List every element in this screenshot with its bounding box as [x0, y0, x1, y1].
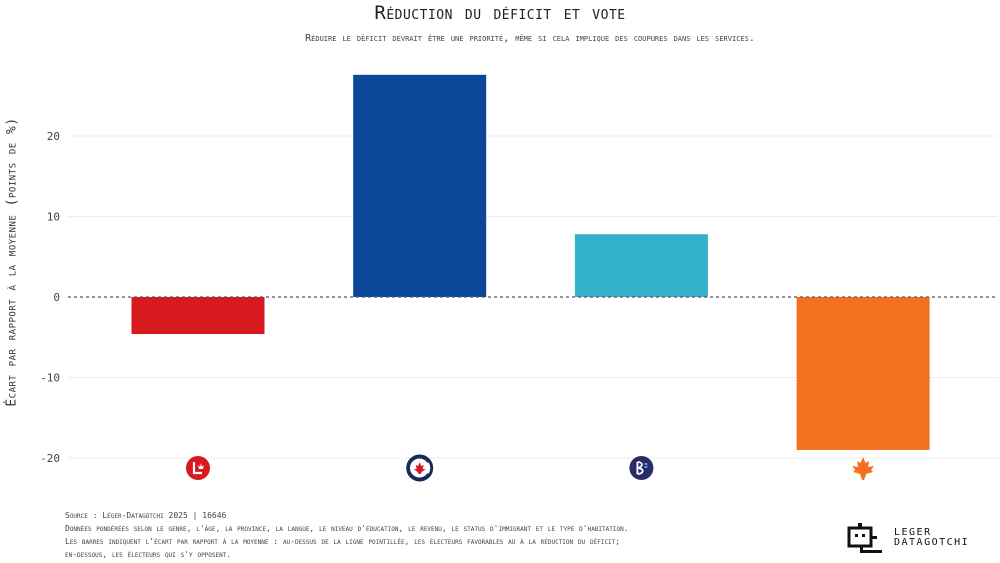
bar-bloc-qu-b-cois [574, 234, 708, 297]
explanation-note-1: Les barres indiquent l'écart par rapport… [65, 537, 621, 546]
bloc-logo-icon [629, 456, 654, 480]
y-tick-label: -20 [40, 452, 60, 465]
source-note: Source : Léger-Datagotchi 2025 | 16646 [65, 511, 227, 520]
bar-parti-conservateur [353, 74, 487, 297]
bar-parti-lib-ral [131, 297, 265, 335]
y-tick-label: 20 [47, 130, 60, 143]
y-axis-label: Écart par rapport à la moyenne (points d… [4, 117, 20, 407]
datagotchi-robot-icon [847, 523, 882, 553]
explanation-note-2: en-dessous, les électeurs qui s'y oppose… [65, 550, 232, 559]
footnotes: Source : Léger-Datagotchi 2025 | 16646 D… [65, 509, 629, 561]
brand-line-2: DATAGOTCHI [894, 537, 970, 548]
bar-npd [796, 297, 930, 450]
bar-chart: 20 10 0 -10 -20 [40, 74, 998, 482]
y-tick-label: 0 [53, 291, 60, 304]
y-tick-label: -10 [40, 372, 60, 385]
y-tick-label: 10 [47, 211, 60, 224]
conservative-logo-icon [406, 454, 434, 482]
leger-datagotchi-logo: LEGER DATAGOTCHI [846, 522, 969, 554]
chart-title: Réduction du déficit et vote [374, 2, 626, 24]
weighting-note: Données pondérées selon le genre, l'âge,… [65, 524, 629, 533]
chart-subtitle: Réduire le déficit devrait être une prio… [305, 33, 755, 44]
liberal-logo-icon [186, 456, 210, 480]
brand-line-1: LEGER [894, 527, 932, 538]
ndp-maple-leaf-icon [852, 457, 875, 480]
